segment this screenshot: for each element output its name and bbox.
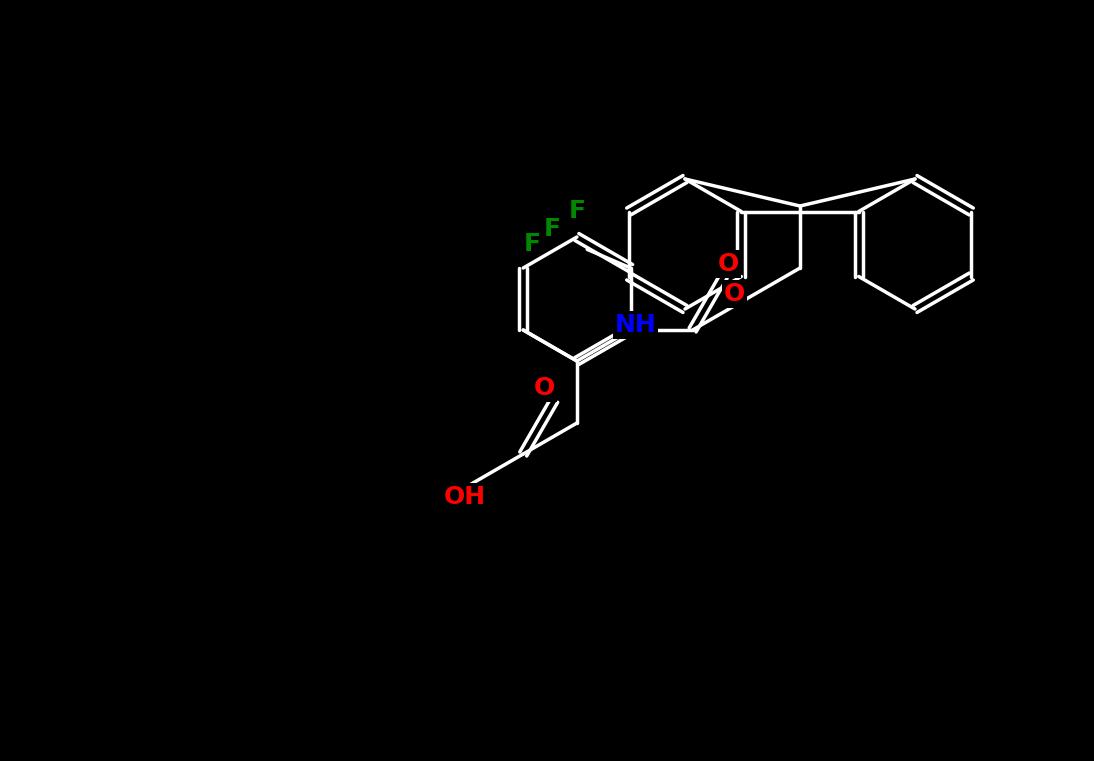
Text: O: O xyxy=(534,376,555,400)
Text: O: O xyxy=(718,253,740,276)
Text: NH: NH xyxy=(615,313,656,337)
Text: F: F xyxy=(544,218,561,241)
Text: O: O xyxy=(724,282,745,306)
Text: F: F xyxy=(524,232,540,256)
Text: F: F xyxy=(569,199,585,224)
Text: OH: OH xyxy=(443,485,486,509)
